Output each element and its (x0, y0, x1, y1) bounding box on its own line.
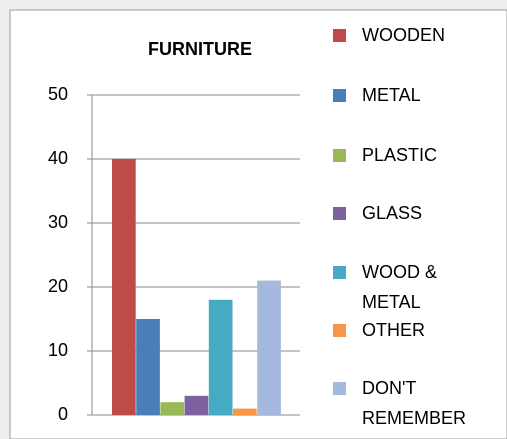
legend-swatch (333, 382, 346, 395)
legend-label: WOOD & METAL (362, 262, 437, 312)
legend-swatch (333, 324, 346, 337)
legend-swatch (333, 207, 346, 220)
chart-title: FURNITURE (148, 39, 252, 59)
bar (112, 159, 136, 415)
legend-label: WOODEN (362, 25, 445, 45)
legend-label: PLASTIC (362, 145, 438, 165)
bar (257, 280, 281, 415)
legend-swatch (333, 29, 346, 42)
legend-label: GLASS (362, 203, 423, 223)
legend-swatch (333, 149, 346, 162)
y-tick-label: 30 (48, 212, 68, 232)
legend-label: METAL (362, 85, 421, 105)
y-tick-label: 0 (58, 404, 68, 424)
legend-label: OTHER (362, 320, 425, 340)
bar (136, 319, 160, 415)
legend-swatch (333, 89, 346, 102)
y-tick-label: 20 (48, 276, 68, 296)
bar (160, 402, 185, 415)
y-tick-label: 50 (48, 84, 68, 104)
bar (184, 395, 209, 415)
y-tick-label: 10 (48, 340, 68, 360)
legend-label: DON'T REMEMBER (362, 378, 467, 428)
bar (233, 408, 257, 415)
legend-swatch (333, 266, 346, 279)
bar (208, 299, 233, 415)
y-tick-label: 40 (48, 148, 68, 168)
